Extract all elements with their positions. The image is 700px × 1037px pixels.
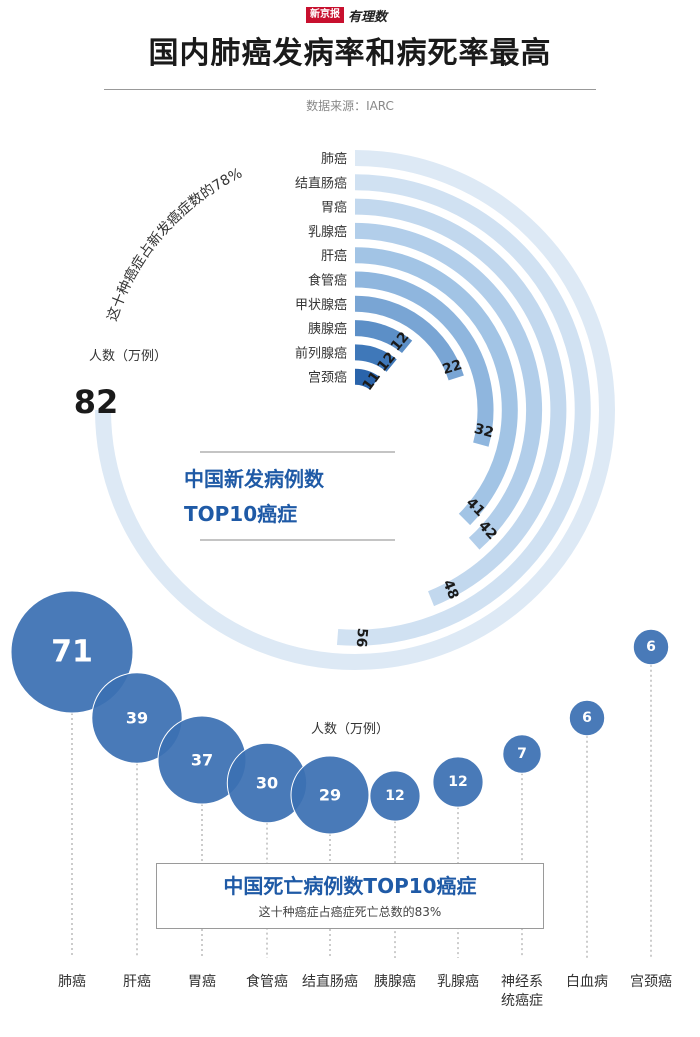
new-cases-unit-label: 人数（万例） bbox=[89, 349, 167, 364]
new-cases-arc-4 bbox=[354, 222, 543, 550]
new-cases-top-value: 82 bbox=[74, 383, 119, 421]
death-category-label: 宫颈癌 bbox=[630, 974, 672, 990]
death-bubble bbox=[632, 628, 670, 666]
page-title: 国内肺癌发病率和病死率最高 bbox=[148, 36, 552, 71]
death-category-label: 结直肠癌 bbox=[302, 973, 358, 990]
new-cases-category-label: 肺癌 bbox=[321, 151, 347, 167]
death-bubble bbox=[502, 734, 542, 774]
new-cases-value-label: 32 bbox=[472, 421, 495, 442]
new-cases-value-label: 48 bbox=[439, 578, 461, 602]
new-cases-arc-7 bbox=[354, 295, 464, 381]
death-category-label: 统癌症 bbox=[501, 993, 543, 1009]
death-value-label: 6 bbox=[582, 710, 592, 726]
data-source: 数据来源：IARC bbox=[306, 99, 394, 113]
death-category-label: 肝癌 bbox=[123, 974, 151, 990]
new-cases-category-label: 甲状腺癌 bbox=[295, 297, 347, 313]
death-value-label: 7 bbox=[517, 746, 527, 762]
deaths-unit-label: 人数（万例） bbox=[311, 722, 389, 737]
new-cases-arc-5 bbox=[354, 247, 518, 526]
death-value-label: 39 bbox=[126, 709, 148, 728]
death-category-label: 肺癌 bbox=[58, 974, 86, 990]
death-category-label: 神经系 bbox=[501, 974, 543, 990]
new-cases-arc-2 bbox=[336, 174, 591, 646]
death-bubble bbox=[91, 672, 183, 764]
death-bubble bbox=[369, 770, 421, 822]
deaths-bubble-chart: 71 肺癌 39 肝癌 37 胃癌 30 食管癌 29 结直肠癌 12 胰腺癌 12 乳腺癌 7 神经系统癌症… bbox=[10, 590, 672, 1009]
new-cases-category-label: 肝癌 bbox=[321, 248, 347, 264]
deaths-chart-title: 中国死亡病例数TOP10癌症 bbox=[223, 874, 477, 898]
death-category-label: 胃癌 bbox=[188, 974, 216, 990]
new-cases-arc-1 bbox=[95, 150, 615, 670]
new-cases-arc-6 bbox=[354, 271, 494, 447]
death-category-label: 食管癌 bbox=[246, 973, 288, 990]
new-cases-annotation: 这十种癌症占新发癌症数的78% bbox=[104, 165, 245, 323]
new-cases-title-line: 中国新发病例数 bbox=[184, 467, 325, 491]
death-category-label: 白血病 bbox=[566, 974, 608, 990]
new-cases-category-label: 前列腺癌 bbox=[295, 345, 347, 361]
death-value-label: 6 bbox=[646, 639, 656, 655]
death-value-label: 12 bbox=[385, 788, 404, 804]
new-cases-arc-8 bbox=[354, 320, 413, 354]
brand-logo: 新京报 有理数 bbox=[306, 6, 388, 25]
new-cases-title-line: TOP10癌症 bbox=[184, 502, 297, 526]
new-cases-arc-10 bbox=[354, 368, 380, 390]
new-cases-arc-3 bbox=[354, 198, 567, 607]
new-cases-category-label: 食管癌 bbox=[308, 273, 347, 289]
new-cases-category-label: 乳腺癌 bbox=[308, 224, 347, 240]
new-cases-category-label: 胃癌 bbox=[321, 200, 347, 216]
death-value-label: 37 bbox=[191, 751, 213, 770]
death-category-label: 乳腺癌 bbox=[437, 974, 479, 990]
deaths-chart-subtitle: 这十种癌症占癌症死亡总数的83% bbox=[258, 905, 442, 919]
death-value-label: 71 bbox=[51, 635, 93, 670]
brand-column-name: 有理数 bbox=[348, 9, 388, 25]
title-divider bbox=[104, 89, 596, 90]
death-value-label: 30 bbox=[256, 774, 278, 793]
death-value-label: 12 bbox=[448, 774, 467, 790]
death-category-label: 胰腺癌 bbox=[374, 974, 416, 990]
new-cases-value-label: 56 bbox=[353, 627, 370, 648]
new-cases-arc-9 bbox=[354, 344, 397, 372]
deaths-chart-title-box: 中国死亡病例数TOP10癌症 这十种癌症占癌症死亡总数的83% bbox=[156, 863, 544, 929]
death-value-label: 29 bbox=[319, 786, 341, 805]
new-cases-category-label: 胰腺癌 bbox=[308, 321, 347, 337]
death-bubble bbox=[432, 756, 484, 808]
new-cases-category-label: 宫颈癌 bbox=[308, 370, 347, 386]
death-bubble bbox=[290, 755, 370, 835]
brand-paper-name: 新京报 bbox=[306, 7, 344, 23]
death-bubble bbox=[568, 699, 606, 737]
death-bubble bbox=[10, 590, 134, 714]
new-cases-value-label: 22 bbox=[441, 357, 464, 378]
new-cases-category-label: 结直肠癌 bbox=[295, 175, 347, 191]
